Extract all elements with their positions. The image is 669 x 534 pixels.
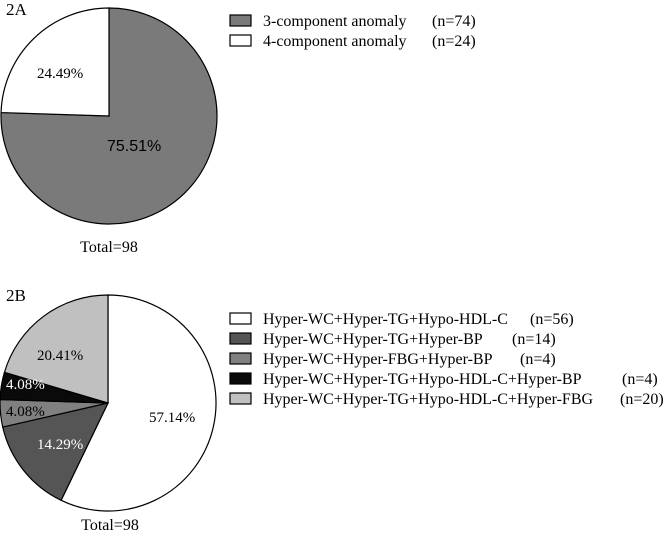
legend-2a: 3-component anomaly (n=74) 4-component ano… xyxy=(229,13,476,50)
legend-2b: Hyper-WC+Hyper-TG+Hypo-HDL-C (n=56) Hyper-… xyxy=(229,311,664,408)
legend-swatch xyxy=(229,34,252,47)
pie-slice-hyper-wc-hyper-tg-hypo-hdl-c xyxy=(60,294,217,512)
legend-count: (n=74) xyxy=(432,13,476,30)
panel-2a: 2A 75.51% 24.49% 3-component anomaly (n=74… xyxy=(0,0,476,256)
panel-label-2b: 2B xyxy=(6,286,26,305)
legend-count: (n=4) xyxy=(520,351,556,368)
legend-label: Hyper-WC+Hyper-TG+Hypo-HDL-C+Hyper-BP xyxy=(263,371,582,388)
slice-percent-label: 75.51% xyxy=(107,138,161,155)
legend-label: 3-component anomaly xyxy=(263,13,407,30)
pie-chart-2a: 75.51% 24.49% xyxy=(0,7,218,225)
slice-percent-label: 14.29% xyxy=(37,437,83,453)
slice-percent-label: 4.08% xyxy=(6,377,45,393)
slice-percent-label: 57.14% xyxy=(149,410,195,426)
legend-count: (n=4) xyxy=(622,371,658,388)
slice-percent-label: 20.41% xyxy=(37,348,83,364)
slice-percent-label: 4.08% xyxy=(6,404,45,420)
pie-slice-4-component-anomaly xyxy=(0,7,110,117)
legend-label: Hyper-WC+Hyper-FBG+Hyper-BP xyxy=(263,351,493,368)
legend-label: Hyper-WC+Hyper-TG+Hypo-HDL-C+Hyper-FBG xyxy=(263,391,593,408)
legend-label: Hyper-WC+Hyper-TG+Hypo-HDL-C xyxy=(263,311,508,328)
legend-swatch xyxy=(229,372,252,385)
panel-2b: 2B 57.14% 14.29% 4.08% 4.08% 20.41% Hyper-WC… xyxy=(0,286,664,534)
legend-swatch xyxy=(229,332,252,345)
legend-count: (n=20) xyxy=(620,391,664,408)
pie-slice-hyper-wc-hyper-tg-hyper-bp xyxy=(1,402,110,502)
panel-label-2a: 2A xyxy=(6,0,28,19)
legend-swatch xyxy=(229,312,252,325)
legend-swatch xyxy=(229,352,252,365)
slice-percent-label: 24.49% xyxy=(37,66,83,82)
pie-chart-2b: 57.14% 14.29% 4.08% 4.08% 20.41% xyxy=(0,294,217,512)
legend-count: (n=56) xyxy=(530,311,574,328)
legend-swatch xyxy=(229,392,252,405)
total-label-2a: Total=98 xyxy=(80,239,138,256)
legend-count: (n=24) xyxy=(432,33,476,50)
total-label-2b: Total=98 xyxy=(81,517,139,534)
legend-label: Hyper-WC+Hyper-TG+Hyper-BP xyxy=(263,331,483,348)
legend-swatch xyxy=(229,14,252,27)
pie-slice-hyper-wc-hyper-tg-hypo-hdl-c-hyper-fbg xyxy=(3,294,109,404)
legend-count: (n=14) xyxy=(512,331,556,348)
legend-label: 4-component anomaly xyxy=(263,33,407,50)
